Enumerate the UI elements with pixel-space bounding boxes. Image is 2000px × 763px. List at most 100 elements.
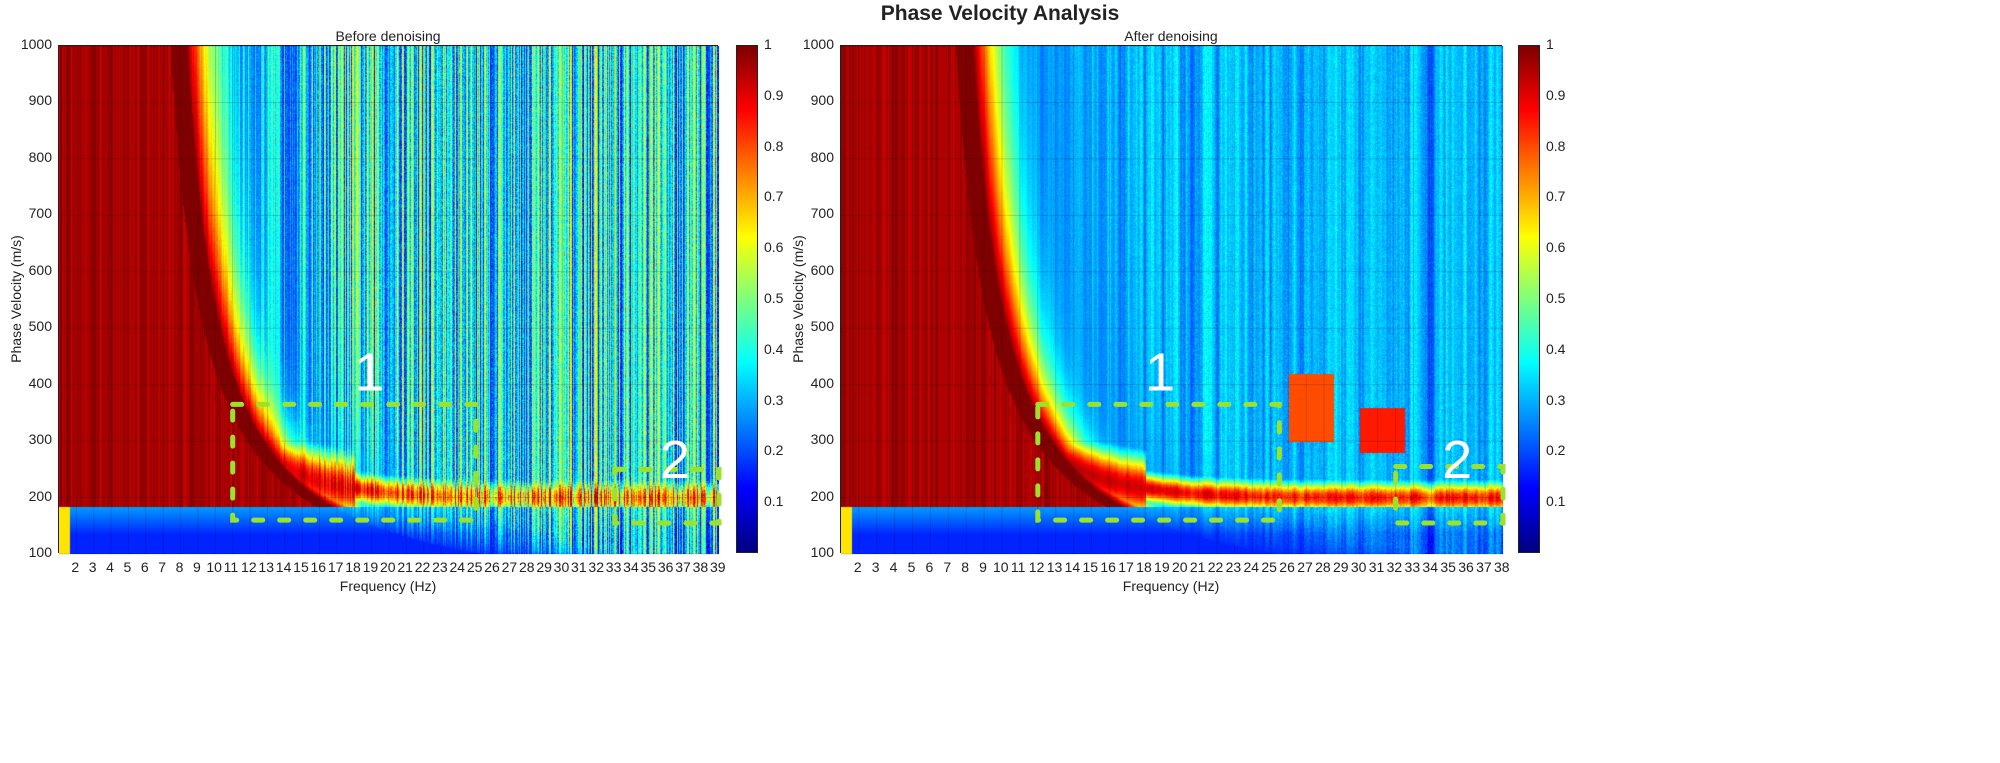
x-tick-label: 5	[123, 559, 132, 575]
y-tick-label: 600	[28, 261, 52, 278]
x-tick-label: 10	[993, 559, 1009, 575]
x-tick-label: 23	[432, 559, 448, 575]
x-tick-label: 34	[623, 559, 639, 575]
x-tick-label: 4	[889, 559, 898, 575]
subplot-title: After denoising	[1124, 28, 1218, 44]
plot-overlay: 12	[841, 45, 1506, 555]
x-tick-label: 37	[1476, 559, 1492, 575]
x-tick-label: 31	[1368, 559, 1385, 575]
y-tick-label: 100	[28, 544, 52, 560]
colorbar-tick-label: 0.8	[1546, 137, 1566, 154]
x-tick-label: 32	[1386, 559, 1403, 575]
x-tick-label: 36	[1458, 559, 1474, 575]
colorbar-tick-label: 0.5	[1546, 290, 1566, 306]
subplot-title: Before denoising	[335, 28, 441, 44]
x-tick-label: 35	[1440, 559, 1456, 575]
annotation-box-2	[1393, 464, 1506, 526]
x-tick-label: 12	[1028, 559, 1045, 575]
x-tick-label: 26	[484, 559, 500, 575]
y-tick-label: 800	[28, 148, 52, 165]
x-tick-label: 39	[710, 559, 726, 575]
x-tick-label: 2	[853, 559, 862, 575]
figure-title: Phase Velocity Analysis	[880, 2, 1120, 25]
x-tick-label: 3	[871, 559, 880, 575]
y-tick-label: 100	[810, 544, 834, 560]
x-tick-label: 6	[140, 559, 149, 575]
colorbar-tick-label: 0.7	[764, 188, 784, 205]
x-tick-label: 37	[675, 559, 691, 575]
x-tick-label: 9	[979, 559, 987, 575]
x-tick-label: 13	[1046, 559, 1063, 575]
x-tick-label: 29	[536, 559, 552, 575]
x-tick-label: 36	[657, 559, 674, 575]
y-axis-label: Phase Velocity (m/s)	[8, 235, 24, 363]
colorbar-gradient	[1519, 46, 1539, 552]
x-tick-label: 38	[692, 559, 709, 575]
x-tick-label: 10	[206, 559, 222, 575]
colorbar-tick-label: 0.3	[764, 391, 784, 408]
colorbar-tick-label: 0.2	[1546, 442, 1566, 459]
x-tick-label: 14	[275, 559, 292, 575]
x-tick-label: 34	[1422, 559, 1438, 575]
y-tick-label: 1000	[20, 36, 52, 52]
y-tick-label: 600	[810, 261, 834, 278]
x-tick-label: 24	[1243, 559, 1260, 575]
x-tick-label: 15	[1082, 559, 1099, 575]
colorbar-tick-label: 0.3	[1546, 391, 1566, 408]
heatmap-image	[841, 46, 1503, 554]
x-tick-label: 35	[640, 559, 657, 575]
colorbar-tick-label: 0.9	[1546, 86, 1566, 103]
x-tick-label: 16	[1100, 559, 1116, 575]
colorbar-tick-label: 0.1	[764, 493, 784, 510]
x-tick-label: 15	[293, 559, 309, 575]
colorbar-tick-label: 0.8	[764, 137, 784, 154]
y-tick-label: 900	[810, 92, 834, 109]
y-tick-label: 800	[810, 148, 834, 165]
colorbar-tick-label: 1	[1546, 36, 1554, 52]
x-tick-label: 30	[553, 559, 570, 575]
colorbar-gradient	[737, 46, 757, 552]
x-tick-label: 25	[466, 559, 483, 575]
x-axis-label: Frequency (Hz)	[1122, 578, 1220, 594]
y-tick-label: 700	[810, 205, 834, 222]
x-tick-label: 25	[1261, 559, 1277, 575]
x-tick-label: 30	[1350, 559, 1367, 575]
x-tick-label: 21	[397, 559, 413, 575]
x-tick-label: 17	[327, 559, 344, 575]
annotation-box-2	[612, 466, 722, 526]
x-tick-label: 5	[907, 559, 916, 575]
colorbar-tick-label: 0.7	[1546, 188, 1566, 205]
x-tick-label: 31	[571, 559, 587, 575]
y-tick-label: 300	[28, 431, 52, 448]
y-axis-label: Phase Velocity (m/s)	[790, 235, 806, 363]
x-tick-label: 20	[1171, 559, 1188, 575]
x-tick-label: 21	[1189, 559, 1206, 575]
x-tick-label: 19	[362, 559, 379, 575]
x-tick-label: 3	[88, 559, 97, 575]
x-tick-label: 2	[71, 559, 80, 575]
heatmap-image	[59, 46, 719, 554]
annotation-label-1: 1	[354, 342, 384, 402]
x-tick-label: 33	[1404, 559, 1421, 575]
y-tick-label: 200	[810, 487, 834, 504]
x-tick-label: 24	[449, 559, 466, 575]
x-tick-label: 26	[1279, 559, 1295, 575]
x-tick-label: 32	[588, 559, 604, 575]
annotation-label-2: 2	[660, 430, 690, 490]
annotation-box-1	[230, 401, 479, 523]
colorbar	[1518, 45, 1540, 553]
x-tick-label: 20	[380, 559, 396, 575]
colorbar-tick-label: 0.4	[1546, 340, 1566, 357]
x-tick-label: 17	[1118, 559, 1134, 575]
x-tick-label: 11	[223, 559, 239, 575]
y-tick-label: 500	[28, 318, 52, 335]
x-tick-label: 8	[175, 559, 184, 575]
x-tick-label: 22	[414, 559, 431, 575]
colorbar-tick-label: 0.6	[1546, 239, 1566, 256]
x-tick-label: 22	[1207, 559, 1224, 575]
y-tick-label: 1000	[802, 36, 834, 52]
x-tick-label: 13	[258, 559, 274, 575]
x-axis-label: Frequency (Hz)	[339, 578, 437, 594]
